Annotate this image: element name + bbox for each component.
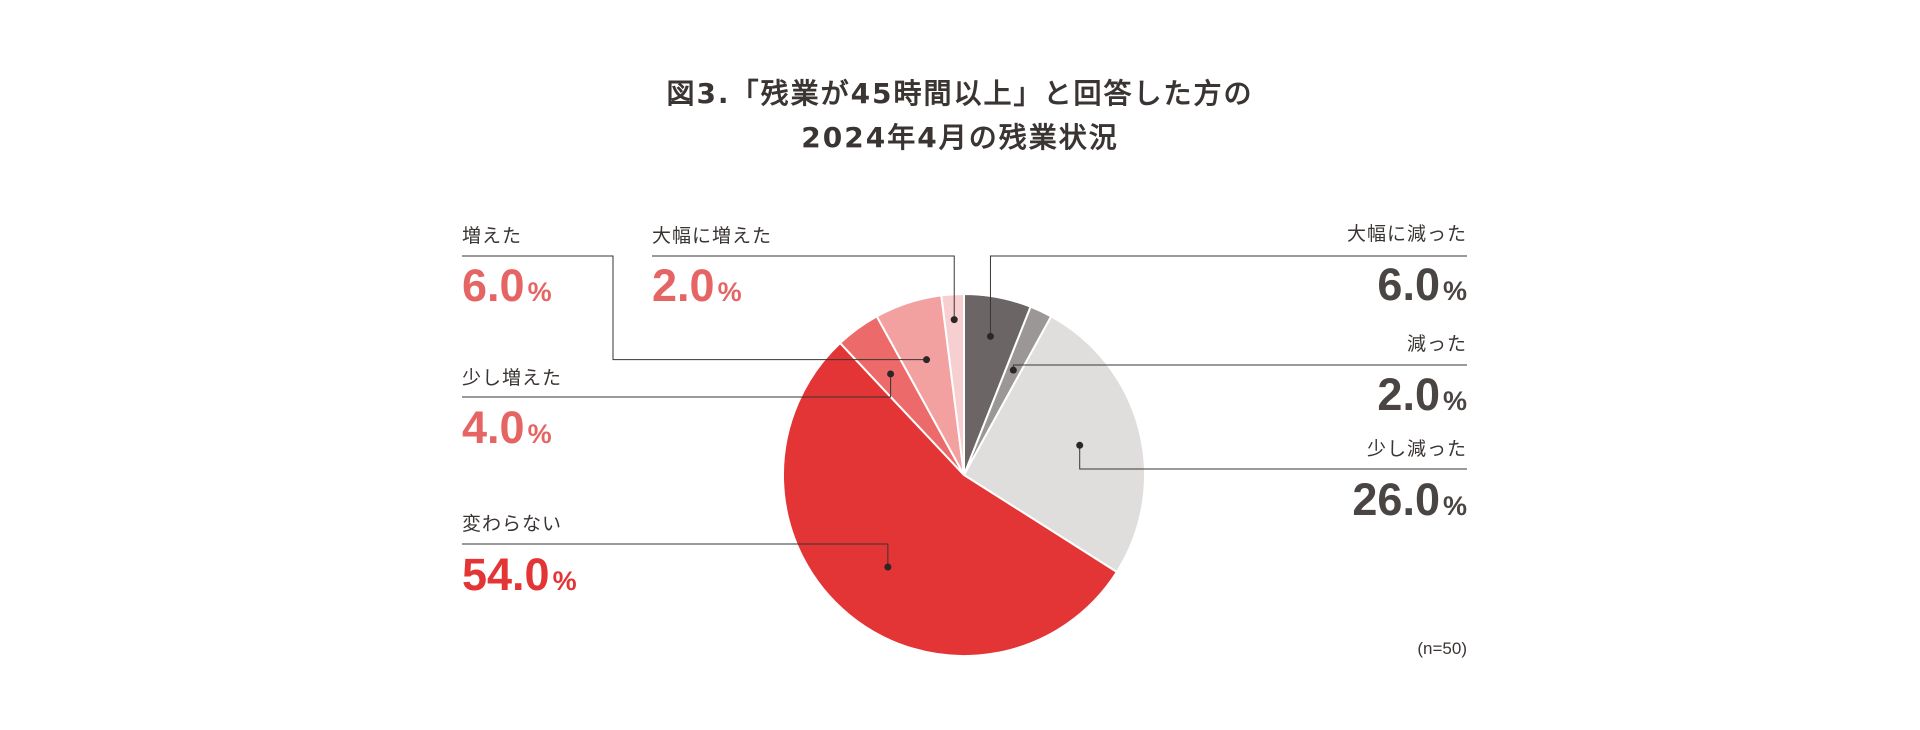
- slice-label-value: 6.0%: [462, 260, 552, 311]
- leader-dot: [950, 316, 958, 324]
- slice-labels: 大幅に減った 6.0 % 減った 2.0 % 少し減った 26.0 % 変わらない 54.0 % 少し増…: [462, 223, 1467, 600]
- leader-dot: [986, 332, 994, 340]
- pie-slices: [781, 292, 1146, 657]
- slice-label-value: 26.0%: [1352, 474, 1467, 525]
- slice-label-value: 54.0%: [462, 549, 577, 600]
- slice-label-name: 大幅に増えた: [652, 225, 772, 247]
- slice-label-value: 2.0%: [652, 260, 742, 311]
- leader-line: [652, 255, 955, 320]
- slice-label-name: 減った: [1407, 333, 1467, 355]
- slice-label-name: 増えた: [462, 225, 522, 247]
- pie-slice: [962, 315, 1146, 574]
- pie-slice: [940, 292, 965, 476]
- leader-dot: [887, 370, 895, 378]
- slice-label-name: 少し減った: [1367, 438, 1467, 460]
- leader-line: [462, 373, 892, 398]
- leader-lines: [462, 255, 1467, 571]
- leader-dot: [884, 563, 892, 571]
- leader-line: [462, 255, 927, 361]
- leader-line: [1079, 445, 1467, 470]
- leader-line: [462, 543, 889, 568]
- leader-dot: [923, 356, 931, 364]
- slice-label-value: 2.0%: [1377, 369, 1467, 420]
- slice-label-value: 6.0%: [1377, 259, 1467, 310]
- pie-slice: [781, 341, 1119, 657]
- chart-title: 図3.「残業が45時間以上」と回答した方の: [666, 77, 1254, 110]
- slice-label-name: 変わらない: [462, 513, 562, 535]
- chart-subtitle: 2024年4月の残業状況: [801, 121, 1119, 154]
- slice-label-name: 大幅に減った: [1347, 223, 1467, 245]
- sample-size-note: (n=50): [1417, 639, 1467, 658]
- slice-label-name: 少し増えた: [462, 367, 562, 389]
- slice-label-value: 4.0%: [462, 402, 552, 453]
- leader-dot: [1076, 441, 1084, 449]
- leader-dot: [1009, 366, 1017, 374]
- leader-line: [989, 255, 1467, 337]
